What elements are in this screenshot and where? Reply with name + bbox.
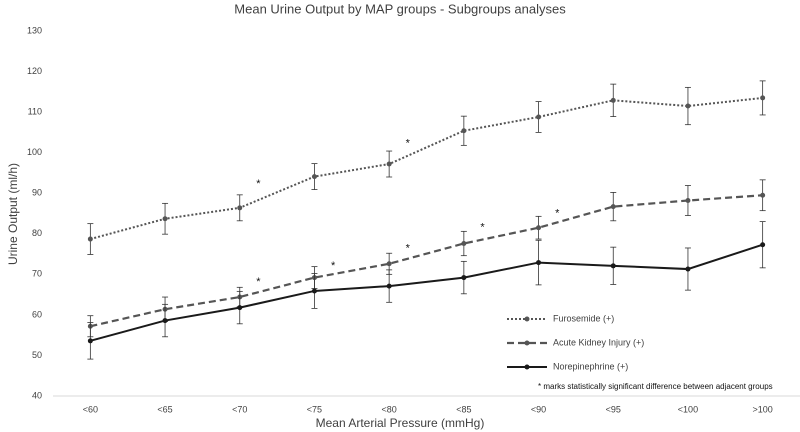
x-tick-label: <85 [456,404,471,414]
y-tick-label: 120 [27,66,42,76]
series-line [90,194,763,328]
x-tick-label: <65 [157,404,172,414]
x-tick-label: >100 [753,404,773,414]
significance-marker: * [256,178,261,190]
series-line [90,96,763,241]
x-tick-label: <90 [531,404,546,414]
y-tick-label: 70 [32,269,42,279]
point [685,103,691,109]
x-tick-label: <100 [678,404,698,414]
point [461,128,467,134]
x-tick-label: <75 [307,404,322,414]
point [461,275,467,281]
y-tick-label: 90 [32,188,42,198]
point [162,216,168,222]
legend-marker [524,316,530,322]
x-tick-label: <70 [232,404,247,414]
legend-label: Furosemide (+) [553,313,614,323]
legend-label: Norepinephrine (+) [553,361,628,371]
legend-marker [524,340,530,346]
point [536,114,542,120]
y-tick-label: 130 [27,25,42,35]
point [610,204,616,210]
significance-marker: * [331,260,336,272]
point [610,97,616,103]
point [386,261,392,267]
significance-marker: * [555,207,560,219]
point [760,192,766,198]
y-tick-label: 80 [32,228,42,238]
point [536,225,542,231]
y-tick-label: 50 [32,350,42,360]
point [87,338,93,344]
point [685,266,691,272]
significance-marker: * [406,138,411,150]
legend-label: Acute Kidney Injury (+) [553,337,644,347]
point [386,161,392,167]
point [87,236,93,242]
series-line [90,243,763,342]
significance-marker: * [256,276,261,288]
point [610,263,616,269]
y-tick-label: 110 [28,106,42,116]
point [311,174,317,180]
point [760,95,766,101]
x-tick-label: <60 [83,404,98,414]
point [162,318,168,324]
point [536,260,542,266]
significance-marker: * [406,242,411,254]
y-axis-label: Urine Output (ml/h) [6,163,20,265]
significance-marker: * [480,222,485,234]
chart-title: Mean Urine Output by MAP groups - Subgro… [234,1,566,16]
point [760,242,766,248]
point [461,241,467,247]
x-tick-label: <80 [382,404,397,414]
point [311,288,317,294]
y-tick-label: 100 [27,147,42,157]
note: * marks statistically significant differ… [538,382,773,391]
y-tick-label: 40 [32,390,42,400]
point [386,283,392,289]
y-tick-label: 60 [32,309,42,319]
point [685,198,691,204]
point [237,205,243,211]
legend-marker [524,364,530,370]
point [237,305,243,311]
x-axis-label: Mean Arterial Pressure (mmHg) [316,416,485,430]
x-tick-label: <95 [606,404,621,414]
